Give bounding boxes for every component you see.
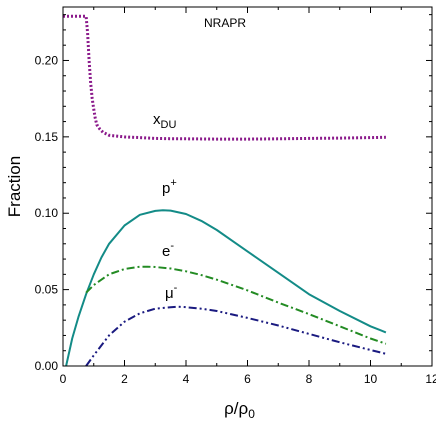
- series-label-main: x: [153, 111, 161, 128]
- y-tick-label: 0.05: [35, 283, 59, 297]
- x-axis-title: ρ/ρ0: [224, 399, 255, 421]
- series-label-sup: +: [170, 177, 176, 189]
- series-label-3: μ-: [165, 282, 178, 302]
- x-tick-label: 6: [244, 372, 251, 386]
- series-label-sup: -: [174, 282, 178, 294]
- series-label-sub: DU: [161, 119, 177, 131]
- x-tick-label: 2: [121, 372, 128, 386]
- series-line-0: [63, 14, 386, 141]
- x-tick-label: 8: [306, 372, 313, 386]
- series-label-1: p+: [162, 177, 177, 197]
- series-label-0: xDU: [153, 111, 176, 131]
- chart-title: NRAPR: [204, 16, 246, 30]
- axes-layer: [62, 6, 433, 367]
- y-tick-label: 0.20: [35, 53, 59, 67]
- series-label-main: p: [162, 180, 170, 197]
- series-line-1: [65, 209, 387, 367]
- series-label-sup: -: [170, 240, 174, 252]
- x-tick-label: 10: [364, 372, 378, 386]
- series-label-2: e-: [162, 240, 174, 260]
- y-tick-label: 0.10: [35, 206, 59, 220]
- labels-layer: 0 2 4 6 8 10 120.000.050.100.150.20ρ/ρ0Fractio…: [5, 16, 436, 421]
- series-line-3: [85, 305, 387, 367]
- y-tick-label: 0.00: [35, 359, 59, 373]
- plot-frame: [62, 6, 433, 367]
- x-axis-title-main: ρ/ρ: [224, 399, 248, 418]
- y-axis-title: Fraction: [5, 156, 24, 217]
- x-tick-label: 12: [425, 372, 436, 386]
- series-label-main: e: [162, 243, 170, 260]
- x-tick-label: 0: [60, 372, 67, 386]
- series-line-2: [85, 265, 387, 345]
- series-layer: [63, 14, 387, 367]
- series-label-main: μ: [165, 285, 174, 302]
- x-tick-label: 4: [183, 372, 190, 386]
- y-tick-label: 0.15: [35, 130, 59, 144]
- x-axis-title-sub: 0: [248, 407, 255, 421]
